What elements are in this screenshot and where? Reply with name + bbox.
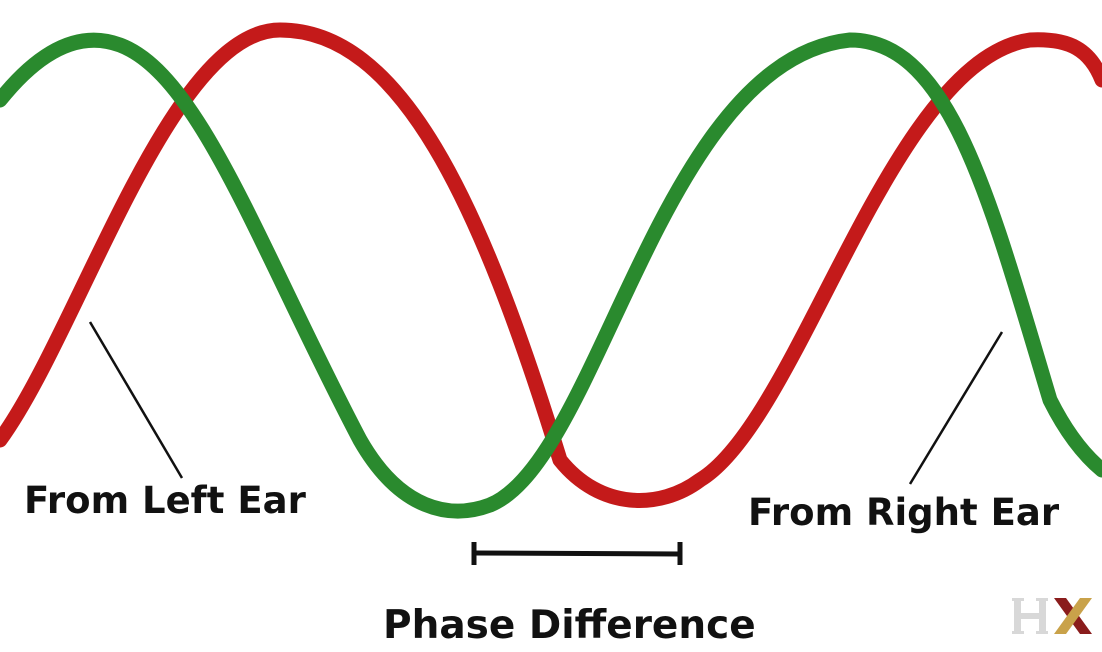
left-ear-label: From Left Ear: [24, 479, 306, 522]
left-ear-wave: [0, 22, 1102, 508]
phase-difference-label: Phase Difference: [383, 603, 756, 648]
right-ear-label: From Right Ear: [748, 491, 1060, 534]
phase-bracket: [471, 542, 683, 565]
logo-letter-h: [1012, 598, 1048, 634]
right-ear-pointer-line: [908, 331, 1004, 485]
hx-logo: [1012, 598, 1092, 634]
right-ear-wave: [0, 32, 1102, 519]
left-ear-pointer-line: [88, 321, 184, 479]
logo-letter-x: [1054, 598, 1092, 634]
